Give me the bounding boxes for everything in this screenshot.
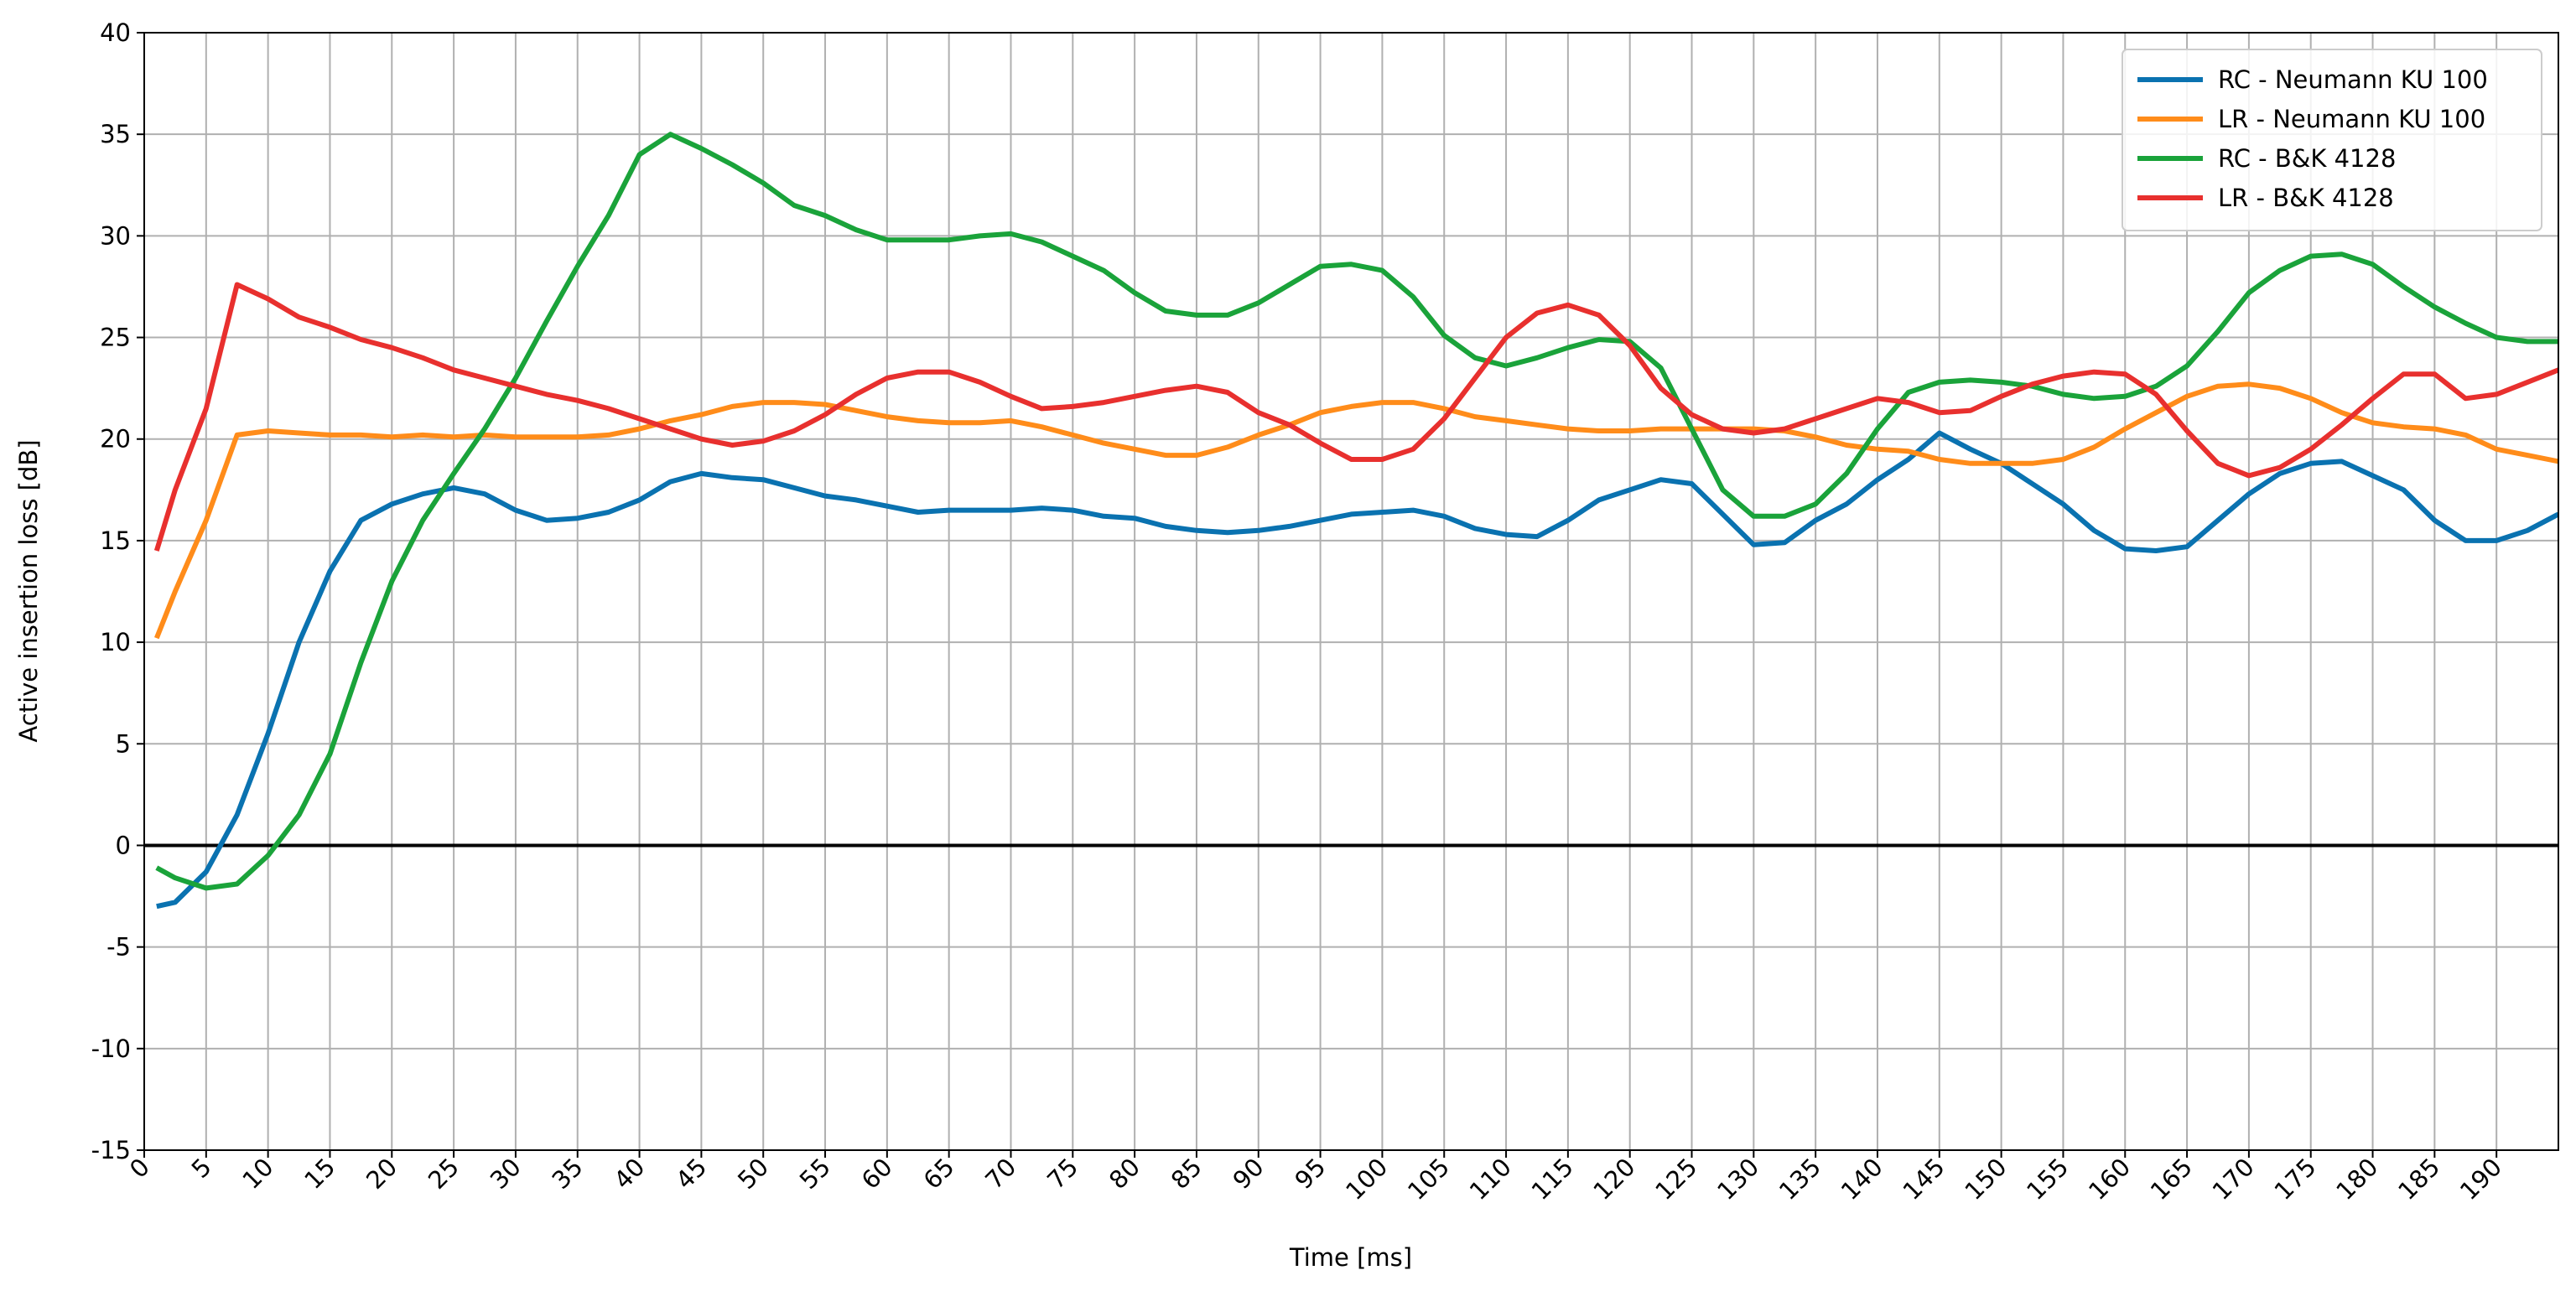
- x-tick-label: 185: [2392, 1153, 2445, 1205]
- x-tick-label: 85: [1166, 1153, 1208, 1195]
- y-tick-label: 30: [100, 221, 131, 250]
- y-tick-label: 25: [100, 324, 131, 352]
- x-tick-label: 170: [2207, 1153, 2260, 1205]
- x-tick-label: 25: [423, 1153, 465, 1195]
- x-tick-label: 65: [917, 1153, 959, 1195]
- x-tick-label: 5: [186, 1153, 217, 1184]
- x-tick-label: 160: [2083, 1153, 2136, 1205]
- series-line: [156, 430, 2558, 910]
- legend-label: LR - Neumann KU 100: [2218, 105, 2485, 133]
- x-tick-label: 75: [1041, 1153, 1083, 1195]
- x-tick-label: 100: [1340, 1153, 1393, 1205]
- x-tick-label: 120: [1587, 1153, 1640, 1205]
- y-tick-label: 20: [100, 425, 131, 454]
- x-tick-label: 180: [2330, 1153, 2383, 1205]
- x-tick-label: 20: [361, 1153, 402, 1195]
- x-tick-label: 115: [1526, 1153, 1579, 1205]
- legend-label: RC - Neumann KU 100: [2218, 65, 2488, 94]
- x-tick-label: 135: [1774, 1153, 1826, 1205]
- x-tick-label: 30: [485, 1153, 527, 1195]
- x-tick-label: 80: [1104, 1153, 1145, 1195]
- y-tick-label: 35: [100, 120, 131, 148]
- x-tick-label: 45: [670, 1153, 712, 1195]
- x-tick-label: 105: [1402, 1153, 1455, 1205]
- x-tick-label: 125: [1649, 1153, 1702, 1205]
- x-tick-label: 35: [547, 1153, 589, 1195]
- x-tick-label: 50: [732, 1153, 774, 1195]
- legend-label: RC - B&K 4128: [2218, 144, 2396, 173]
- plot-frame: [143, 32, 2559, 1151]
- x-tick-label: 175: [2268, 1153, 2321, 1205]
- x-tick-label: 70: [979, 1153, 1021, 1195]
- x-tick-label: 190: [2454, 1153, 2507, 1205]
- y-tick-label: -10: [91, 1034, 131, 1063]
- x-tick-label: 60: [856, 1153, 898, 1195]
- y-tick-label: 5: [116, 729, 131, 758]
- x-tick-label: 110: [1464, 1153, 1517, 1205]
- x-tick-label: 130: [1711, 1153, 1764, 1205]
- x-axis-label: Time [ms]: [1289, 1243, 1412, 1272]
- x-tick-label: 155: [2021, 1153, 2074, 1205]
- y-axis-label: Active insertion loss [dB]: [14, 439, 43, 742]
- y-tick-label: -5: [106, 933, 131, 962]
- x-tick-label: 140: [1836, 1153, 1888, 1205]
- x-tick-label: 150: [1959, 1153, 2012, 1205]
- x-tick-label: 165: [2145, 1153, 2198, 1205]
- y-tick-label: 40: [100, 18, 131, 47]
- y-tick-label: -15: [91, 1136, 131, 1164]
- series-line: [154, 381, 2558, 640]
- x-tick-label: 90: [1228, 1153, 1270, 1195]
- x-tick-label: 95: [1289, 1153, 1331, 1195]
- y-tick-label: 15: [100, 526, 131, 555]
- x-tick-label: 15: [299, 1153, 340, 1195]
- series-line: [153, 282, 2558, 552]
- x-tick-label: 10: [236, 1153, 278, 1195]
- x-tick-label: 145: [1898, 1153, 1950, 1205]
- x-tick-label: 55: [794, 1153, 836, 1195]
- y-tick-label: 10: [100, 628, 131, 656]
- x-tick-label: 40: [608, 1153, 650, 1195]
- legend-box: [2122, 49, 2542, 231]
- series-line: [155, 132, 2558, 891]
- y-tick-label: 0: [116, 831, 131, 859]
- legend-label: LR - B&K 4128: [2218, 184, 2394, 212]
